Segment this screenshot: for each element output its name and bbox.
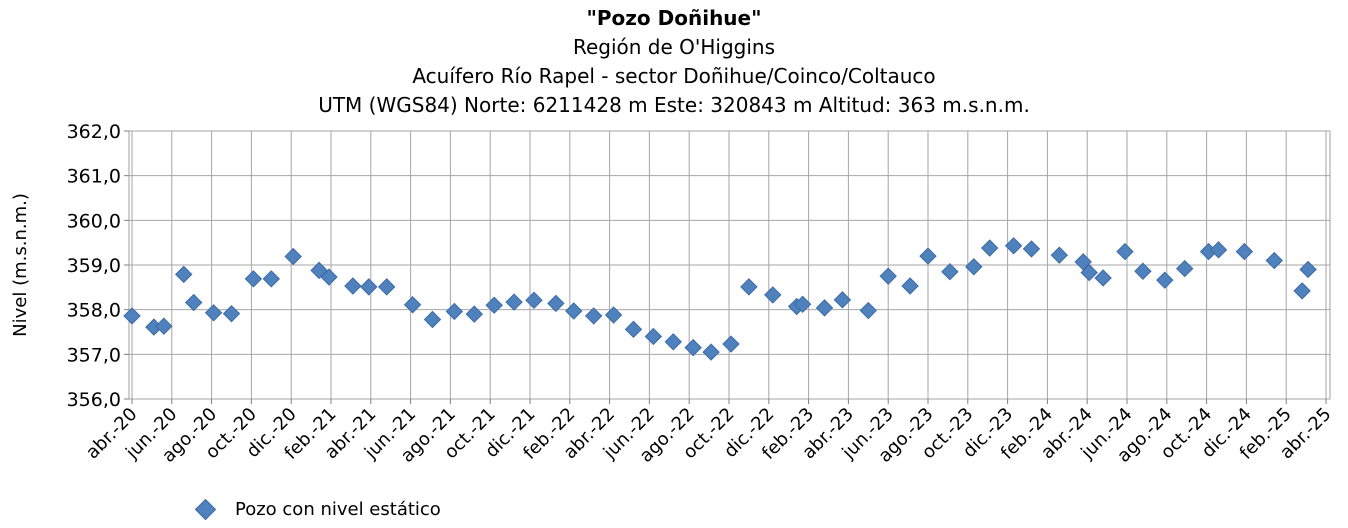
data-point xyxy=(465,305,483,323)
data-point xyxy=(344,277,362,295)
data-point xyxy=(879,267,897,285)
data-point xyxy=(584,307,603,325)
data-point xyxy=(965,258,983,276)
data-point xyxy=(644,327,663,346)
data-point xyxy=(1134,262,1152,280)
point-layer xyxy=(123,237,1317,361)
data-point xyxy=(547,294,565,313)
y-axis-label: Nivel (m.s.n.m.) xyxy=(10,193,31,337)
data-point xyxy=(1050,246,1069,264)
y-tick-label: 357,0 xyxy=(67,344,121,366)
data-point xyxy=(833,291,852,309)
data-point xyxy=(320,268,338,286)
y-tick-label: 361,0 xyxy=(67,166,121,188)
data-point xyxy=(793,295,812,314)
data-point xyxy=(505,293,523,311)
data-point xyxy=(1004,237,1023,255)
data-point xyxy=(664,333,682,351)
data-point xyxy=(901,277,919,295)
data-point xyxy=(204,304,223,322)
axis-layer xyxy=(124,130,1327,404)
data-point xyxy=(360,278,378,296)
data-point xyxy=(1094,269,1112,287)
data-point xyxy=(1080,263,1098,282)
y-tick-label: 362,0 xyxy=(67,121,121,143)
chart-subtitle-aquifer: Acuífero Río Rapel - sector Doñihue/Coin… xyxy=(412,64,936,88)
data-point xyxy=(1235,242,1254,261)
label-layer: 356,0357,0358,0359,0360,0361,0362,0abr.-… xyxy=(67,121,1336,467)
data-point xyxy=(123,307,141,325)
data-point xyxy=(284,247,302,266)
y-tick-label: 359,0 xyxy=(67,255,121,277)
data-point xyxy=(1116,242,1134,261)
legend-marker-diamond xyxy=(194,498,217,520)
data-point xyxy=(423,310,442,329)
data-point xyxy=(941,262,959,281)
data-point xyxy=(859,301,878,320)
data-point xyxy=(525,291,543,309)
data-point xyxy=(403,296,422,314)
data-point xyxy=(262,270,281,288)
data-point xyxy=(764,286,782,304)
data-point xyxy=(244,270,263,288)
data-point xyxy=(684,338,702,357)
data-point xyxy=(1176,259,1194,278)
legend-label: Pozo con nivel estático xyxy=(235,498,441,520)
data-point xyxy=(604,306,623,324)
data-point xyxy=(815,299,834,317)
data-point xyxy=(1299,260,1317,279)
chart-subtitle-region: Región de O'Higgins xyxy=(572,35,776,59)
legend: Pozo con nivel estático xyxy=(194,494,441,524)
data-point xyxy=(565,302,583,320)
y-tick-label: 360,0 xyxy=(67,210,121,232)
data-point xyxy=(980,239,999,257)
chart-subtitle-coordinates: UTM (WGS84) Norte: 6211428 m Este: 32084… xyxy=(318,93,1030,117)
data-point xyxy=(702,343,720,361)
data-point xyxy=(184,293,203,312)
data-point xyxy=(1022,240,1041,258)
data-point xyxy=(1265,251,1283,270)
data-point xyxy=(485,296,503,314)
data-point xyxy=(624,320,643,339)
data-point xyxy=(155,317,173,335)
data-point xyxy=(740,278,758,296)
data-point xyxy=(1293,282,1311,300)
data-point xyxy=(222,304,241,323)
y-tick-label: 358,0 xyxy=(67,300,121,322)
data-point xyxy=(1209,241,1228,259)
chart-title: "Pozo Doñihue" xyxy=(586,6,762,30)
data-point xyxy=(722,335,740,353)
data-point xyxy=(445,302,464,321)
data-point xyxy=(1156,271,1174,289)
data-point xyxy=(919,247,937,265)
grid-layer xyxy=(128,130,1331,400)
data-point xyxy=(175,265,193,284)
y-tick-label: 356,0 xyxy=(67,389,121,411)
data-point xyxy=(378,278,396,296)
